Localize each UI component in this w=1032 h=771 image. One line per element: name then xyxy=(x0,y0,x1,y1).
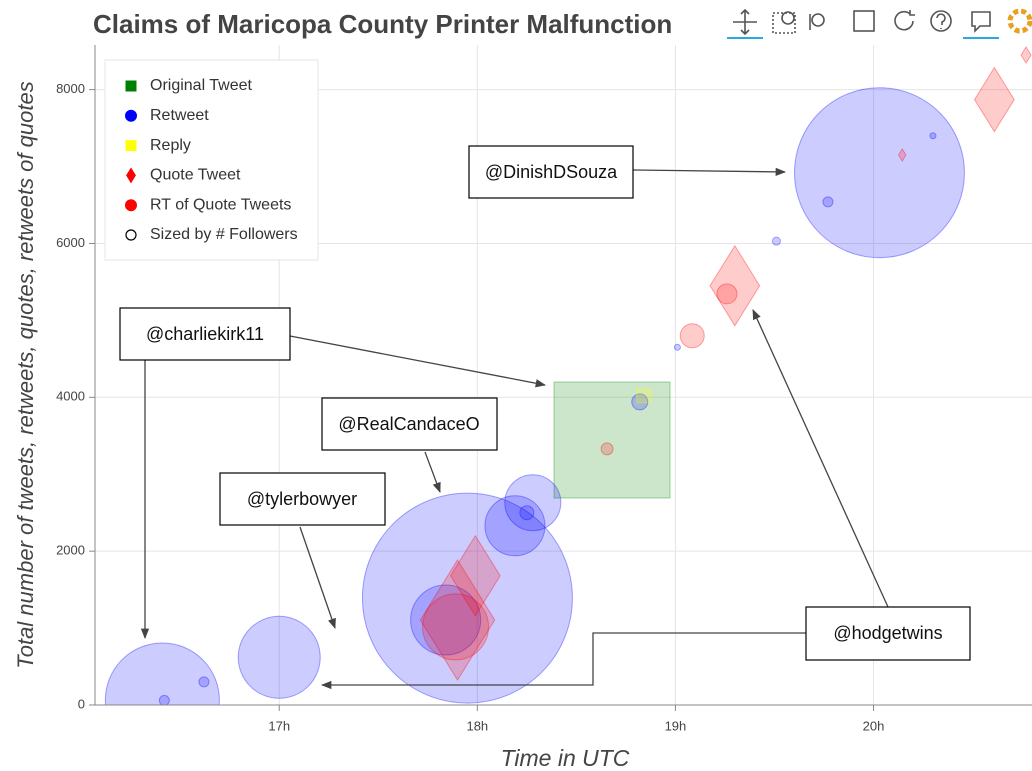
legend-box xyxy=(104,59,319,261)
arrow xyxy=(320,632,806,690)
y-tick-label: 6000 xyxy=(56,235,85,250)
zoom-lens xyxy=(781,11,795,25)
hover-tool[interactable] xyxy=(971,11,991,33)
circle-marker xyxy=(631,393,649,411)
annotation-box xyxy=(119,307,291,361)
arrow xyxy=(289,335,547,388)
annotation-box xyxy=(219,472,386,526)
diamond-marker xyxy=(973,66,1015,133)
circle-marker xyxy=(198,676,210,688)
circle-marker xyxy=(125,199,137,212)
x-tick-label: 20h xyxy=(863,718,885,733)
marks xyxy=(104,46,1032,705)
y-tick-label: 4000 xyxy=(56,389,85,404)
arrow xyxy=(299,526,336,629)
legend-size-marker xyxy=(125,229,137,241)
circle-marker xyxy=(125,109,137,122)
help-tool[interactable] xyxy=(930,10,952,32)
square-marker xyxy=(553,381,671,499)
y-axis-label: Total number of tweets, retweets, quotes… xyxy=(13,81,38,668)
annotation: @DinishDSouza xyxy=(485,162,618,182)
diamond-marker xyxy=(419,559,496,681)
x-axis-label: Time in UTC xyxy=(501,745,630,771)
circle-marker xyxy=(600,442,614,456)
arrow xyxy=(632,167,787,177)
pan-tool[interactable] xyxy=(733,8,757,36)
legend-label: Quote Tweet xyxy=(150,167,241,184)
circle-marker xyxy=(793,87,965,259)
annotation: @hodgetwins xyxy=(833,623,942,643)
annotation-box xyxy=(805,606,971,661)
circle-marker xyxy=(361,492,573,704)
square-marker xyxy=(125,80,137,92)
circle-marker xyxy=(410,584,482,656)
y-tick-label: 0 xyxy=(78,696,85,711)
reset-tool[interactable] xyxy=(894,10,915,31)
chart-title: Claims of Maricopa County Printer Malfun… xyxy=(93,9,672,39)
diamond-marker xyxy=(1020,46,1032,64)
circle-marker xyxy=(822,196,834,208)
square-marker xyxy=(636,388,652,404)
x-tick-label: 19h xyxy=(665,718,687,733)
annotation-box xyxy=(468,145,634,199)
arrow xyxy=(752,309,889,608)
circle-marker xyxy=(519,505,535,521)
circle-marker xyxy=(679,323,705,349)
diamond-marker xyxy=(449,534,501,617)
x-tick-label: 18h xyxy=(466,718,488,733)
circle-marker xyxy=(771,236,781,246)
y-tick-label: 8000 xyxy=(56,81,85,96)
circle-marker xyxy=(237,615,321,699)
circle-marker xyxy=(716,283,738,305)
circle-marker xyxy=(422,593,490,661)
x-tick-label: 17h xyxy=(268,718,290,733)
save-tool[interactable] xyxy=(853,10,875,32)
square-marker xyxy=(125,140,137,152)
diamond-marker xyxy=(897,148,907,162)
wheel-zoom-tool[interactable] xyxy=(809,13,825,30)
annotations: @charliekirk11 @RealCandaceO @tylerbowye… xyxy=(119,145,971,690)
circle-marker xyxy=(484,495,546,557)
circle-marker xyxy=(158,694,170,705)
diamond-marker xyxy=(126,167,136,184)
help-glyph xyxy=(936,13,946,29)
arrow xyxy=(424,451,441,493)
toolbar[interactable] xyxy=(727,8,1032,39)
diamond-marker xyxy=(709,244,761,327)
legend-label: Original Tweet xyxy=(150,77,253,94)
circle-marker xyxy=(504,474,562,532)
legend-label: RT of Quote Tweets xyxy=(150,196,291,213)
legend-label: Sized by # Followers xyxy=(150,226,298,243)
circle-marker xyxy=(673,343,681,351)
y-tick-label: 2000 xyxy=(56,543,85,558)
bokeh-logo[interactable] xyxy=(1007,8,1032,34)
annotation-box xyxy=(321,397,498,451)
circle-marker xyxy=(929,132,937,140)
annotation: @charliekirk11 xyxy=(146,324,264,344)
annotation: @RealCandaceO xyxy=(338,414,479,434)
legend-label: Reply xyxy=(150,137,191,154)
legend-label: Retweet xyxy=(150,107,209,124)
legend: Original Tweet Retweet Reply Quote Tweet RT … xyxy=(104,59,319,261)
circle-marker xyxy=(104,642,220,705)
annotation: @tylerbowyer xyxy=(247,489,357,509)
box-zoom-tool[interactable] xyxy=(772,12,796,34)
